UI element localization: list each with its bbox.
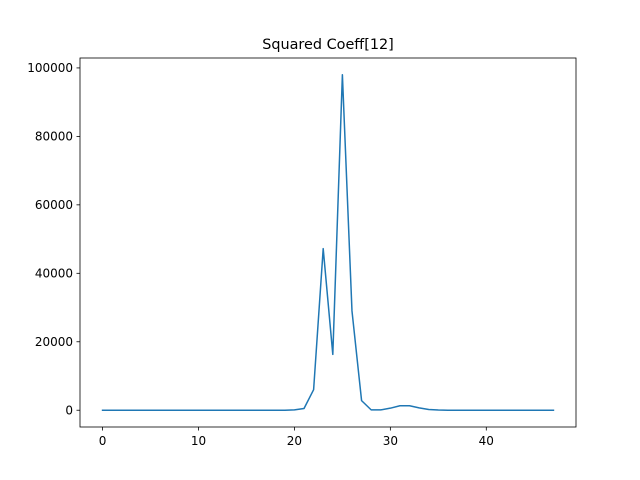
x-tick-label: 0 bbox=[99, 434, 107, 448]
chart-title: Squared Coeff[12] bbox=[262, 37, 394, 53]
y-tick-label: 100000 bbox=[27, 61, 73, 75]
x-axis: 0 10 20 30 40 bbox=[99, 427, 494, 448]
x-tick-label: 10 bbox=[191, 434, 206, 448]
y-tick-label: 60000 bbox=[35, 198, 73, 212]
series-layer bbox=[101, 74, 555, 411]
x-tick-label: 40 bbox=[479, 434, 494, 448]
y-axis: 0 20000 40000 60000 80000 100000 bbox=[27, 61, 80, 418]
y-tick-label: 0 bbox=[65, 404, 73, 418]
plot-frame bbox=[79, 57, 577, 428]
series-line bbox=[101, 74, 555, 411]
y-tick-label: 40000 bbox=[35, 267, 73, 281]
x-tick-label: 30 bbox=[383, 434, 398, 448]
x-tick-label: 20 bbox=[287, 434, 302, 448]
y-tick-label: 20000 bbox=[35, 335, 73, 349]
y-tick-label: 80000 bbox=[35, 130, 73, 144]
